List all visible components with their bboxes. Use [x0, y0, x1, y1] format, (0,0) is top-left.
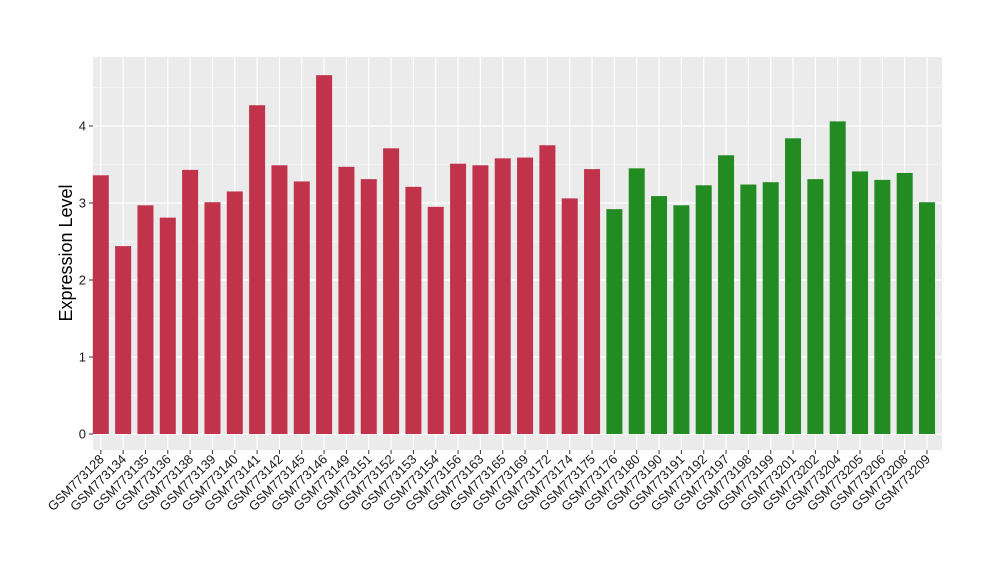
bar-GSM773146 [316, 75, 333, 435]
bar-GSM773202 [807, 179, 824, 434]
bar-GSM773197 [718, 155, 735, 434]
bar-GSM773199 [762, 182, 779, 434]
bar-GSM773145 [293, 181, 310, 434]
bar-GSM773172 [539, 145, 556, 434]
bar-GSM773209 [919, 202, 936, 434]
bar-GSM773169 [517, 157, 534, 434]
bar-GSM773191 [673, 205, 690, 434]
bar-GSM773149 [338, 166, 355, 434]
y-axis-title: Expression Level [56, 184, 76, 321]
y-tick-label: 4 [79, 119, 86, 134]
bar-GSM773136 [159, 217, 176, 434]
bars [92, 75, 936, 435]
y-tick-label: 0 [79, 427, 86, 442]
bar-GSM773134 [115, 246, 132, 434]
bar-GSM773174 [561, 198, 578, 434]
bar-GSM773156 [450, 163, 467, 435]
bar-GSM773141 [249, 105, 266, 435]
y-tick-label: 1 [79, 350, 86, 365]
bar-GSM773205 [852, 171, 869, 434]
bar-GSM773138 [182, 169, 199, 434]
bar-GSM773175 [584, 169, 601, 434]
bar-GSM773198 [740, 184, 757, 434]
bar-GSM773153 [405, 186, 422, 434]
bar-GSM773151 [360, 179, 377, 434]
bar-GSM773135 [137, 205, 154, 434]
y-tick-label: 2 [79, 273, 86, 288]
bar-GSM773152 [383, 148, 400, 434]
bar-GSM773204 [829, 121, 846, 434]
bar-GSM773163 [472, 165, 489, 434]
bar-GSM773139 [204, 202, 221, 434]
y-tick-label: 3 [79, 196, 86, 211]
bar-GSM773128 [92, 175, 109, 434]
bar-GSM773180 [628, 168, 645, 434]
bar-GSM773190 [651, 196, 668, 434]
bar-GSM773154 [427, 206, 444, 434]
x-axis: GSM773128GSM773134GSM773135GSM773136GSM7… [45, 450, 933, 514]
bar-GSM773142 [271, 165, 288, 434]
bar-GSM773208 [896, 172, 913, 434]
bar-GSM773201 [785, 138, 802, 434]
bar-GSM773140 [226, 191, 243, 434]
bar-GSM773206 [874, 179, 891, 434]
y-axis: 0 1 2 3 4 [79, 119, 93, 442]
bar-GSM773165 [494, 158, 511, 434]
bar-GSM773176 [606, 209, 623, 434]
bar-GSM773192 [695, 185, 712, 434]
